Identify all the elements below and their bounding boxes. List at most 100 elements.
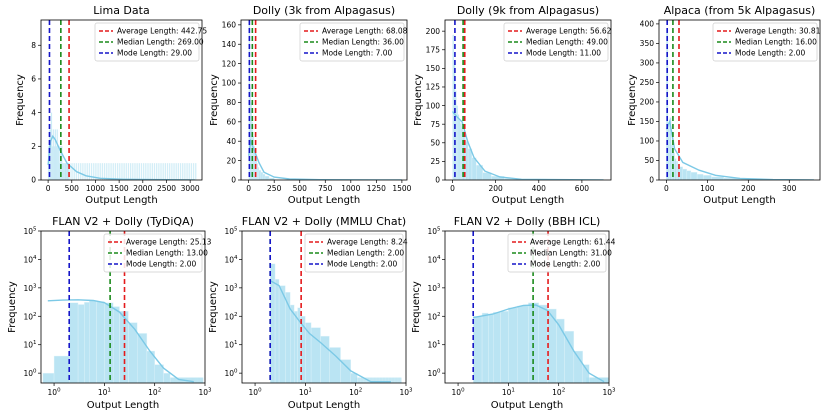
legend-box xyxy=(507,233,607,273)
y-tick-label: 103 xyxy=(23,283,37,293)
histogram-bar xyxy=(375,377,377,383)
histogram-bar xyxy=(674,158,677,180)
histogram-bar xyxy=(385,377,388,383)
histogram-bar xyxy=(77,304,85,383)
y-tick-label: 102 xyxy=(427,312,440,322)
histogram-bar xyxy=(380,377,382,383)
histogram-bar xyxy=(86,163,88,180)
histogram-bar xyxy=(73,163,75,180)
histogram-bar xyxy=(389,377,392,383)
y-tick-label: 104 xyxy=(224,255,238,265)
y-tick-label: 60 xyxy=(226,118,236,127)
chart-panel-2: 0 250 500 750 1000 1250 1500 0 20 40 60 80 100 120 140… xyxy=(209,4,412,206)
y-tick-label: 105 xyxy=(427,227,441,237)
legend-entry: Mode Length: 2.00 xyxy=(327,260,398,269)
histogram-bar xyxy=(123,163,125,180)
histogram-bar xyxy=(372,377,374,383)
histogram-bar xyxy=(166,163,169,180)
histogram-bar xyxy=(357,377,359,383)
histogram-bar xyxy=(177,163,180,180)
y-tick-label: 25 xyxy=(430,157,440,166)
histogram-bar xyxy=(703,175,712,180)
histogram-bar xyxy=(169,163,171,180)
kde-curve xyxy=(269,279,391,383)
histogram-bar xyxy=(112,163,114,180)
y-tick-label: 6 xyxy=(31,75,36,84)
histogram-bar xyxy=(679,166,683,180)
histogram-bar xyxy=(377,377,379,383)
histogram-bar xyxy=(188,163,190,180)
histogram-bar xyxy=(392,377,394,383)
legend-entry: Mode Length: 29.00 xyxy=(117,49,192,58)
histogram-bar xyxy=(262,173,266,180)
histogram-bar xyxy=(290,304,295,383)
histogram-bar xyxy=(696,173,704,180)
histogram-bar xyxy=(103,163,106,180)
histogram-bar xyxy=(171,163,173,180)
kde-curve xyxy=(47,299,194,383)
y-tick-label: 100 xyxy=(222,79,237,88)
histogram-bar xyxy=(667,125,670,180)
histogram-bar xyxy=(400,377,402,383)
y-tick-label: 0 xyxy=(435,176,440,185)
chart-title: Dolly (3k from Alpagasus) xyxy=(253,4,395,17)
histogram-bar xyxy=(175,163,177,180)
histogram-bar xyxy=(116,163,119,180)
histogram-bar xyxy=(481,312,489,383)
histogram-bar xyxy=(136,163,138,180)
axes-frame xyxy=(658,19,821,181)
histogram-bar xyxy=(369,377,371,383)
histogram-bar xyxy=(473,316,483,383)
y-tick-label: 101 xyxy=(23,340,36,350)
histogram-bar xyxy=(138,163,140,180)
histogram-bar xyxy=(364,377,367,383)
x-axis-label: Output Length xyxy=(85,195,157,206)
histogram-bar xyxy=(361,377,364,383)
histogram-bar xyxy=(202,377,204,383)
x-tick-label: 102 xyxy=(349,388,362,398)
histogram-bar xyxy=(399,377,401,383)
axes-frame xyxy=(241,230,407,384)
histogram-bar xyxy=(389,377,391,383)
x-tick-label: 400 xyxy=(532,184,547,193)
axes-frame xyxy=(444,230,610,384)
legend-entry: Median Length: 269.00 xyxy=(117,38,204,47)
x-tick-label: 103 xyxy=(602,388,616,398)
axes-frame xyxy=(40,19,203,181)
y-tick-label: 100 xyxy=(426,101,441,110)
legend-entry: Mode Length: 2.00 xyxy=(735,49,806,58)
y-tick-label: 50 xyxy=(430,138,440,147)
x-tick-label: 2000 xyxy=(133,184,152,193)
legend-entry: Median Length: 36.00 xyxy=(322,38,404,47)
y-tick-label: 102 xyxy=(224,312,237,322)
y-tick-label: 150 xyxy=(426,64,441,73)
x-tick-label: 600 xyxy=(575,184,590,193)
histogram-bar xyxy=(101,163,104,180)
x-tick-label: 101 xyxy=(299,388,312,398)
histogram-bar xyxy=(386,377,389,383)
kde-curve xyxy=(248,138,402,180)
x-tick-label: 102 xyxy=(552,388,565,398)
histogram-bar xyxy=(64,162,67,180)
histogram-bar xyxy=(119,163,121,180)
histogram-bar xyxy=(488,313,494,383)
histogram-bar xyxy=(65,162,69,180)
y-tick-label: 100 xyxy=(640,137,655,146)
x-tick-label: 100 xyxy=(48,388,62,398)
histogram-bar xyxy=(173,163,175,180)
histogram-bar xyxy=(63,162,65,180)
legend-entry: Average Length: 8.24 xyxy=(327,238,408,247)
y-tick-label: 160 xyxy=(222,21,237,30)
chart-panel-1: 0 500 1000 1500 2000 2500 3000 0 2 4 6 8 Lima Data Ou… xyxy=(15,4,207,206)
histogram-bar xyxy=(582,364,590,383)
histogram-bar xyxy=(285,292,291,383)
histogram-bar xyxy=(364,377,366,383)
x-axis-label: Output Length xyxy=(491,400,563,411)
legend-box xyxy=(304,233,404,273)
histogram-bar xyxy=(390,377,392,383)
histogram-bar xyxy=(379,377,381,383)
legend-entry: Average Length: 68.08 xyxy=(322,27,408,36)
histogram-bar xyxy=(160,163,162,180)
histogram-bar xyxy=(508,307,518,383)
